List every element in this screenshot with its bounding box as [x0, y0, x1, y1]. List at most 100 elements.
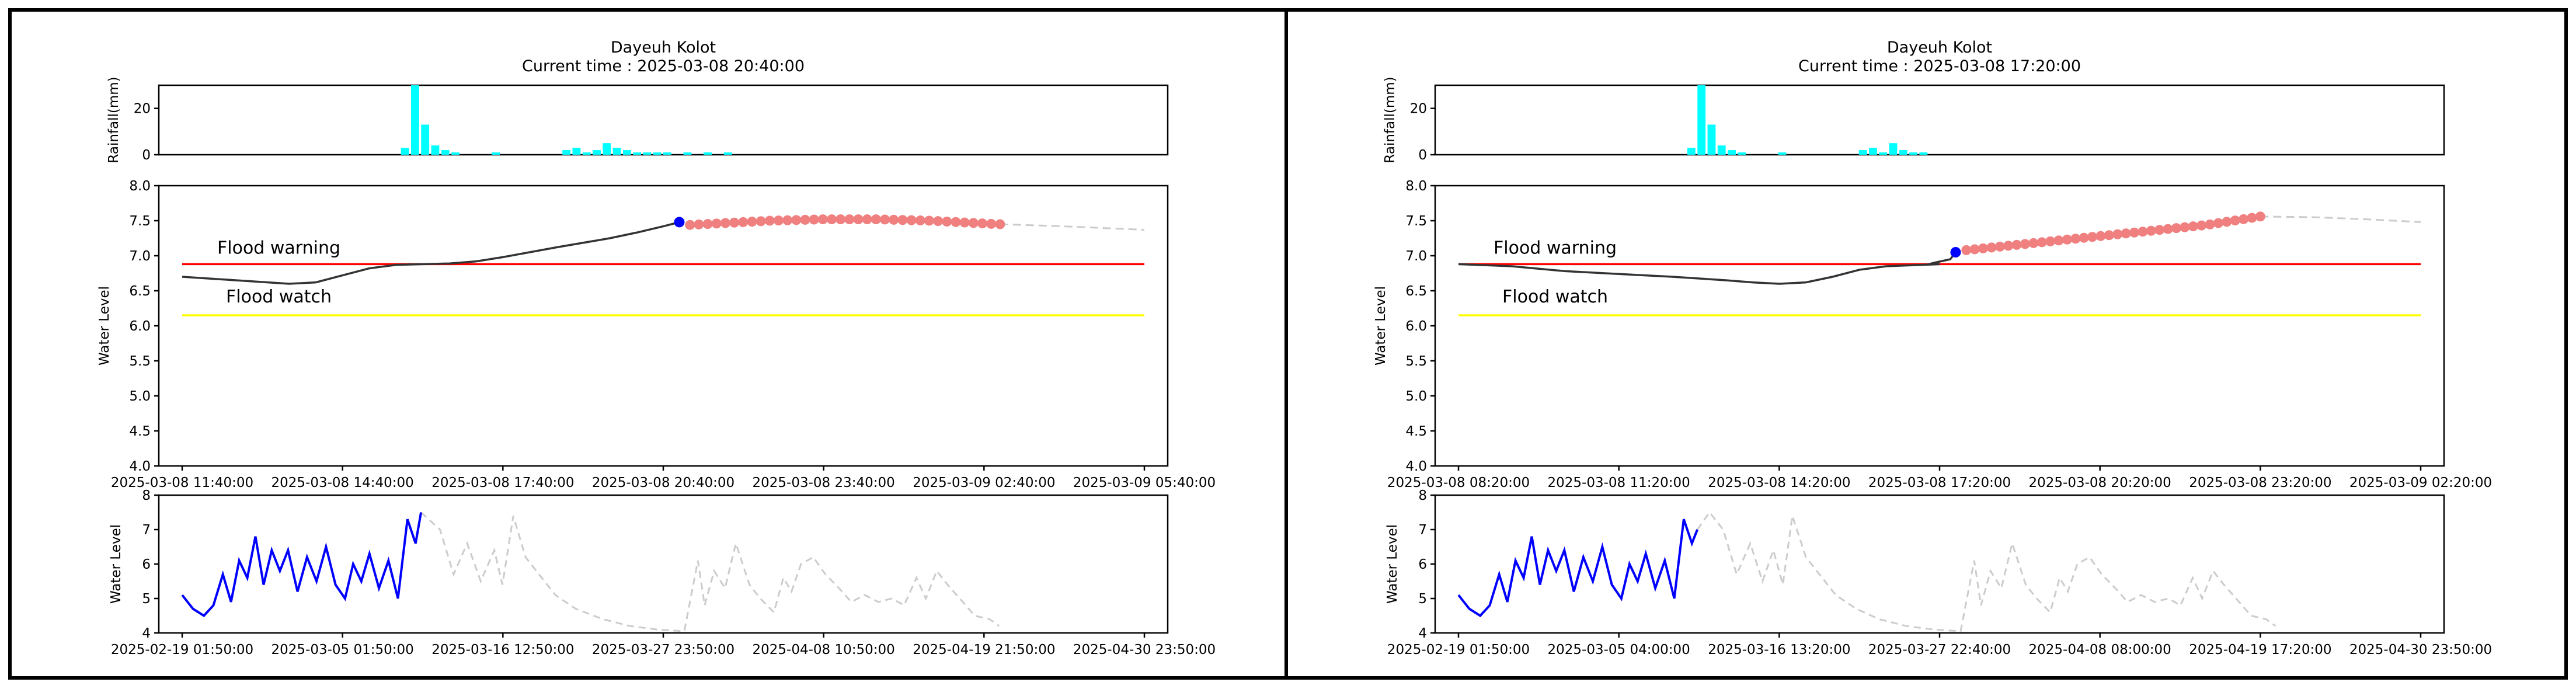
main-ytick-label: 7.5: [1405, 214, 1427, 229]
forecast-point: [1986, 242, 1997, 253]
forecast-point: [924, 215, 934, 226]
forecast-point: [2104, 230, 2114, 241]
main-xtick-label: 2025-03-08 23:40:00: [753, 475, 895, 490]
history-xtick-label: 2025-04-19 21:50:00: [913, 642, 1055, 657]
main-ytick-label: 4.0: [1405, 459, 1427, 474]
rainfall-bar: [683, 152, 692, 155]
rainfall-bar: [723, 152, 732, 155]
forecast-point: [2146, 225, 2156, 236]
forecast-point: [844, 214, 855, 225]
forecast-point: [2070, 234, 2081, 244]
rainfall-bar: [492, 152, 500, 155]
rainfall-bar: [1717, 145, 1726, 155]
main-ytick-label: 5.0: [1405, 389, 1427, 404]
rainfall-ylabel: Rainfall(mm): [1383, 76, 1398, 163]
main-axes: [158, 185, 1169, 467]
chart-subtitle: Current time : 2025-03-08 20:40:00: [522, 57, 805, 75]
rainfall-bar: [1879, 152, 1888, 155]
current-point: [674, 217, 685, 228]
main-ytick-label: 5.5: [129, 354, 151, 369]
history-xtick-label: 2025-04-08 08:00:00: [2029, 642, 2171, 657]
history-ytick-label: 5: [142, 591, 151, 607]
forecast-point: [995, 219, 1005, 229]
forecast-point: [889, 214, 899, 225]
rainfall-bar: [603, 143, 611, 155]
history-ytick-label: 6: [1418, 557, 1427, 572]
forecast-point: [1969, 244, 1980, 255]
forecast-point: [2196, 220, 2207, 231]
flood-watch-label: Flood watch: [1502, 287, 1608, 307]
main-xtick-label: 2025-03-09 05:40:00: [1073, 475, 1216, 490]
forecast-point: [809, 214, 819, 225]
forecast-point: [756, 216, 766, 227]
flood-watch-label: Flood watch: [226, 287, 332, 307]
rainfall-bar: [1858, 150, 1867, 155]
main-xtick-label: 2025-03-08 11:20:00: [1548, 475, 1690, 490]
main-ytick-label: 8.0: [129, 179, 151, 194]
history-xtick-label: 2025-04-30 23:50:00: [1073, 642, 1216, 657]
rainfall-bar: [633, 152, 641, 155]
forecast-point: [747, 217, 757, 227]
main-ytick-label: 5.5: [1405, 354, 1427, 369]
forecast-point: [1994, 241, 2005, 252]
main-xtick-label: 2025-03-08 17:20:00: [1868, 475, 2011, 490]
rainfall-bar: [622, 150, 631, 155]
forecast-point: [694, 219, 704, 229]
forecast-point: [2163, 224, 2173, 234]
history-ytick-label: 8: [142, 488, 151, 503]
rainfall-bar: [704, 152, 712, 155]
history-ylabel: Water Level: [109, 524, 124, 604]
forecast-point: [2213, 218, 2223, 228]
forecast-point: [685, 220, 695, 230]
forecast-point: [2037, 237, 2047, 248]
forecast-point: [2222, 217, 2232, 227]
rainfall-bar: [593, 150, 601, 155]
forecast-point: [2180, 222, 2190, 232]
history-ytick-label: 7: [142, 523, 151, 538]
rainfall-bar: [441, 150, 450, 155]
rainfall-bar: [1909, 152, 1917, 155]
forecast-point: [915, 215, 925, 226]
flood-warning-label: Flood warning: [1494, 238, 1617, 258]
history-ytick-label: 5: [1418, 591, 1427, 607]
main-xtick-label: 2025-03-08 14:40:00: [271, 475, 414, 490]
forecast-point: [871, 214, 881, 225]
forecast-point: [764, 215, 775, 226]
history-future-series: [420, 511, 1000, 632]
forecast-point: [782, 215, 793, 225]
main-ytick-label: 5.0: [129, 389, 151, 404]
chart-title: Dayeuh Kolot: [611, 39, 716, 57]
main-xtick-label: 2025-03-08 20:40:00: [592, 475, 734, 490]
rainfall-bar: [451, 152, 459, 155]
forecast-point: [2062, 234, 2072, 245]
history-xtick-label: 2025-04-19 17:20:00: [2189, 642, 2331, 657]
main-ytick-label: 6.0: [1405, 319, 1427, 334]
main-ylabel: Water Level: [97, 286, 112, 366]
forecast-point: [1961, 245, 1972, 255]
main-xtick-label: 2025-03-08 08:20:00: [1387, 475, 1530, 490]
forecast-point: [880, 214, 890, 225]
future-series: [2260, 215, 2421, 223]
history-xtick-label: 2025-03-05 04:00:00: [1548, 642, 1690, 657]
forecast-point: [711, 218, 722, 229]
main-axes: [1434, 185, 2445, 467]
forecast-point: [836, 214, 846, 225]
future-series: [1000, 223, 1145, 231]
forecast-point: [2112, 229, 2123, 239]
history-ylabel: Water Level: [1385, 524, 1400, 604]
history-past-series: [1457, 518, 1698, 618]
history-ytick-label: 8: [1418, 488, 1427, 503]
history-ytick-label: 7: [1418, 523, 1427, 538]
forecast-point: [2087, 232, 2098, 242]
forecast-point: [2079, 232, 2089, 243]
main-ytick-label: 6.5: [129, 284, 151, 299]
rainfall-bar: [1778, 152, 1787, 155]
main-ytick-label: 7.0: [1405, 249, 1427, 264]
main-xtick-label: 2025-03-09 02:20:00: [2349, 475, 2492, 490]
rainfall-bar: [643, 152, 652, 155]
rainfall-bar: [1687, 148, 1696, 155]
forecast-point: [933, 216, 944, 227]
rainfall-bar: [1889, 143, 1898, 155]
history-future-series: [1696, 510, 2276, 632]
rainfall-ylabel: Rainfall(mm): [106, 76, 121, 163]
